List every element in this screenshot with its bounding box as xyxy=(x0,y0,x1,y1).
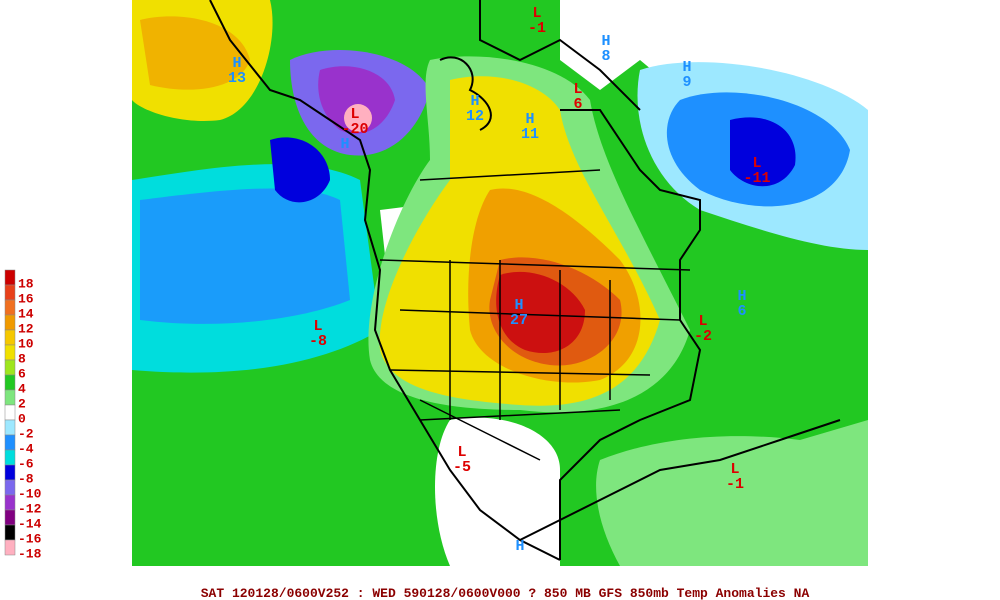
legend-swatch xyxy=(4,404,16,421)
legend-label: 16 xyxy=(18,291,34,306)
center-value: 12 xyxy=(466,108,484,125)
center-value: 6 xyxy=(737,303,746,320)
center-symbol: L xyxy=(698,313,707,330)
center-symbol: H xyxy=(682,59,691,76)
center-value: 8 xyxy=(601,48,610,65)
legend-swatch xyxy=(4,509,16,526)
legend-swatch xyxy=(4,419,16,436)
legend-label: -2 xyxy=(18,426,34,441)
legend-swatch xyxy=(4,284,16,301)
legend-swatch xyxy=(4,344,16,361)
center-symbol: H xyxy=(470,93,479,110)
center-symbol: H xyxy=(601,33,610,50)
legend-label: 14 xyxy=(18,306,34,321)
center-value: -20 xyxy=(341,121,368,138)
legend-swatch xyxy=(4,434,16,451)
center-value: 6 xyxy=(573,96,582,113)
legend-swatch xyxy=(4,329,16,346)
legend-label: -10 xyxy=(18,486,42,501)
legend-label: 6 xyxy=(18,366,26,381)
center-symbol: L xyxy=(752,155,761,172)
legend-label: -16 xyxy=(18,531,42,546)
center-value: -11 xyxy=(743,170,770,187)
legend-swatch xyxy=(4,314,16,331)
center-symbol: H xyxy=(514,297,523,314)
legend-label: 10 xyxy=(18,336,34,351)
center-symbol: L xyxy=(313,318,322,335)
center-symbol: L xyxy=(573,81,582,98)
legend-label: -6 xyxy=(18,456,34,471)
legend-swatch xyxy=(4,539,16,556)
legend-swatch xyxy=(4,374,16,391)
legend-swatch xyxy=(4,449,16,466)
legend-swatch xyxy=(4,464,16,481)
center-value: 9 xyxy=(682,74,691,91)
legend-swatch xyxy=(4,389,16,406)
center-symbol: L xyxy=(350,106,359,123)
legend-label: -12 xyxy=(18,501,42,516)
legend-swatch xyxy=(4,494,16,511)
legend-swatch xyxy=(4,479,16,496)
legend-label: 4 xyxy=(18,381,26,396)
legend-label: 0 xyxy=(18,411,26,426)
coastlines xyxy=(209,0,841,561)
center-symbol: H xyxy=(525,111,534,128)
center-symbol: H xyxy=(515,538,524,555)
legend-label: -4 xyxy=(18,441,34,456)
legend-swatch xyxy=(4,269,16,286)
center-value: -2 xyxy=(694,328,712,345)
legend-label: -14 xyxy=(18,516,42,531)
legend-swatch xyxy=(4,524,16,541)
center-symbol: H xyxy=(340,136,349,153)
legend-label: -8 xyxy=(18,471,34,486)
center-value: 13 xyxy=(228,70,246,87)
center-value: 27 xyxy=(510,312,528,329)
center-symbol: L xyxy=(532,5,541,22)
legend-label: 12 xyxy=(18,321,34,336)
center-value: -1 xyxy=(528,20,546,37)
legend-label: 8 xyxy=(18,351,26,366)
center-value: 11 xyxy=(521,126,539,143)
legend-swatch xyxy=(4,299,16,316)
legend-swatch xyxy=(4,359,16,376)
center-value: -1 xyxy=(726,476,744,493)
legend-label: -18 xyxy=(18,546,42,561)
center-symbol: L xyxy=(457,444,466,461)
center-symbol: H xyxy=(737,288,746,305)
political-borders xyxy=(379,169,691,461)
legend-label: 18 xyxy=(18,276,34,291)
center-symbol: H xyxy=(232,55,241,72)
center-value: -5 xyxy=(453,459,471,476)
center-value: -8 xyxy=(309,333,327,350)
footer: SAT 120128/0600V252 : WED 590128/0600V00… xyxy=(201,586,810,600)
center-symbol: L xyxy=(730,461,739,478)
legend-label: 2 xyxy=(18,396,26,411)
